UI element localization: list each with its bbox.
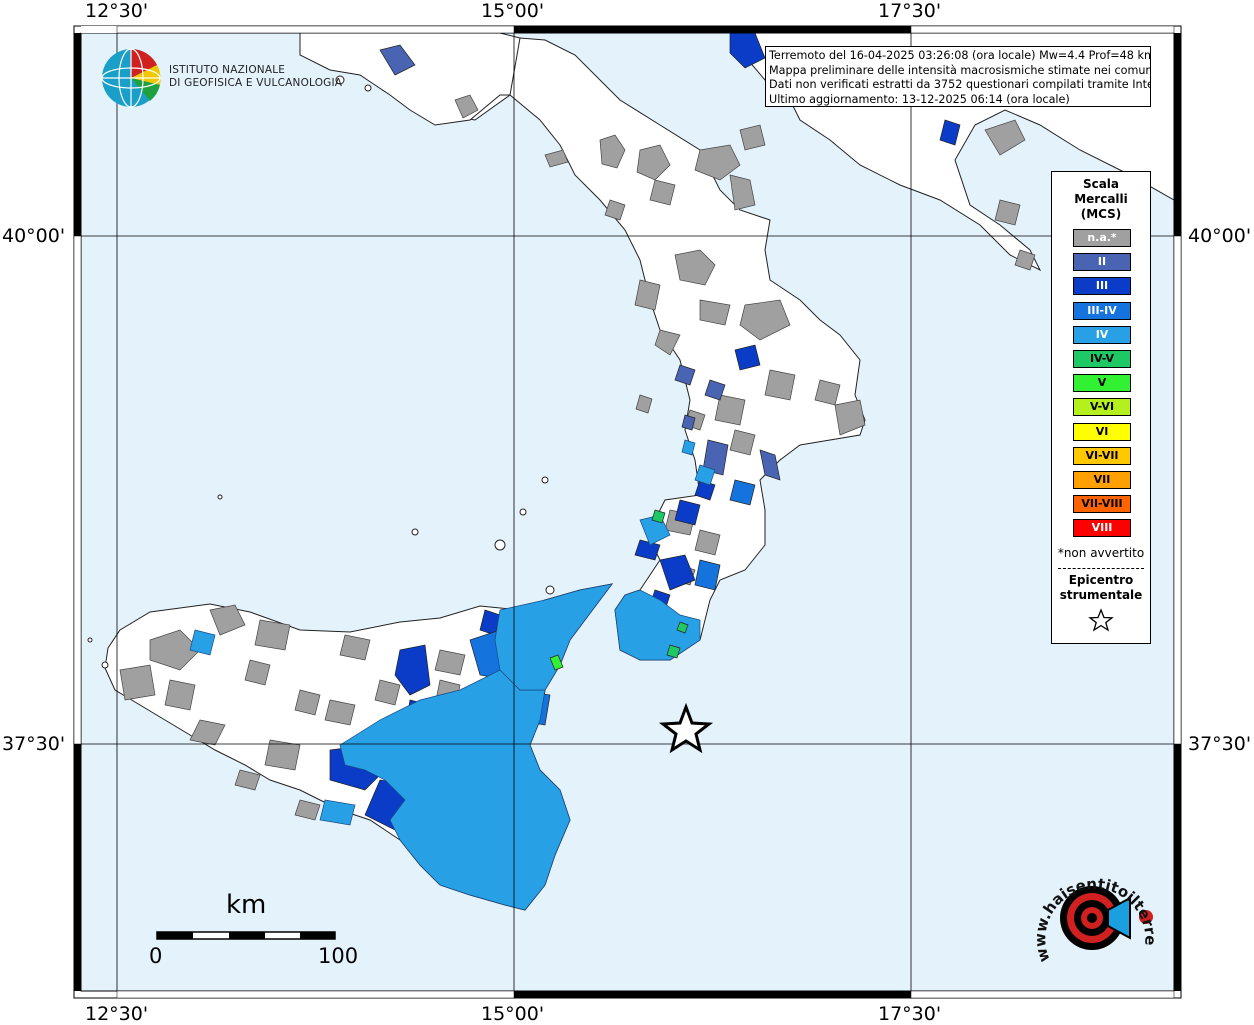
legend-item: V (1073, 374, 1131, 393)
legend-item: n.a.* (1073, 229, 1131, 247)
legend-item: IV-V (1073, 350, 1131, 368)
legend-note: *non avvertito (1057, 546, 1145, 560)
institute-line-2: DI GEOFISICA E VULCANOLOGIA (169, 77, 343, 89)
legend-title-line-3: (MCS) (1080, 207, 1122, 221)
scale-end-label: 100 (318, 944, 359, 968)
institute-line-1: ISTITUTO NAZIONALE (169, 64, 286, 76)
legend-item: IV (1073, 325, 1131, 344)
municipalities-IV-V (651, 509, 689, 659)
institute-name: ISTITUTO NAZIONALE DI GEOFISICA E VULCAN… (169, 64, 342, 90)
event-info-box: Terremoto del 16-04-2025 03:26:08 (ora l… (765, 46, 1151, 107)
legend-star-icon (1088, 608, 1114, 632)
legend-title-line-2: Mercalli (1074, 192, 1128, 206)
map-frame (73, 25, 1182, 999)
municipalities-not-felt (119, 94, 1036, 821)
legend-item: VIII (1073, 519, 1131, 538)
legend-item: VI (1073, 422, 1131, 441)
legend-item: III-IV (1073, 301, 1131, 320)
mcs-legend: Scala Mercalli (MCS) n.a.* II III III-IV IV I… (1051, 171, 1151, 644)
ingv-logo-icon (101, 48, 161, 108)
legend-title: Scala Mercalli (MCS) (1052, 177, 1150, 222)
left-lat-label-2: 37°30' (2, 733, 66, 755)
right-lat-label-2: 37°30' (1188, 733, 1252, 755)
event-info-line-2: Mappa preliminare delle intensità macros… (769, 63, 1151, 77)
legend-item: V-VI (1073, 398, 1131, 417)
municipalities-IV (189, 439, 716, 911)
haisentito-logo-icon (1060, 886, 1153, 950)
top-lon-label-3: 17°30' (878, 0, 942, 22)
legend-item: VII-VIII (1073, 495, 1131, 514)
legend-epicenter-line-1: Epicentro (1068, 573, 1134, 587)
legend-title-line-1: Scala (1082, 177, 1120, 191)
graticule (81, 33, 1174, 991)
legend-separator (1058, 568, 1144, 569)
top-lon-label-2: 15°00' (481, 0, 545, 22)
bottom-lon-label-3: 17°30' (878, 1003, 942, 1025)
legend-item: VI-VII (1073, 446, 1131, 465)
scale-unit-label: km (226, 890, 267, 920)
bottom-lon-label-1: 12°30' (85, 1003, 149, 1025)
municipalities-V (549, 654, 564, 671)
left-lat-label-1: 40°00' (2, 225, 66, 247)
municipalities-II (379, 44, 781, 481)
legend-epicenter-label: Epicentro strumentale (1052, 573, 1150, 603)
legend-item: III (1073, 277, 1131, 296)
legend-epicenter-line-2: strumentale (1059, 588, 1143, 602)
watermark-text: www.haisentitoilterremoto.it (1030, 850, 1159, 964)
event-info-line-3: Dati non verificati estratti da 3752 que… (769, 78, 1151, 92)
legend-item: VII (1073, 471, 1131, 489)
bottom-lon-label-2: 15°00' (481, 1003, 545, 1025)
legend-item: II (1073, 253, 1131, 272)
scale-start-label: 0 (149, 944, 163, 968)
event-info-line-4: Ultimo aggiornamento: 13-12-2025 06:14 (… (769, 92, 1070, 106)
right-lat-label-1: 40°00' (1188, 225, 1252, 247)
event-info-line-1: Terremoto del 16-04-2025 03:26:08 (ora l… (769, 49, 1151, 62)
epicenter-star-icon (658, 702, 714, 754)
svg-text:www.haisentitoilterremoto.it: www.haisentitoilterremoto.it (1030, 850, 1159, 964)
scale-bar (156, 931, 336, 940)
top-lon-label-1: 12°30' (85, 0, 149, 22)
watermark-url: www.haisentitoilterremoto.it (1030, 850, 1159, 964)
